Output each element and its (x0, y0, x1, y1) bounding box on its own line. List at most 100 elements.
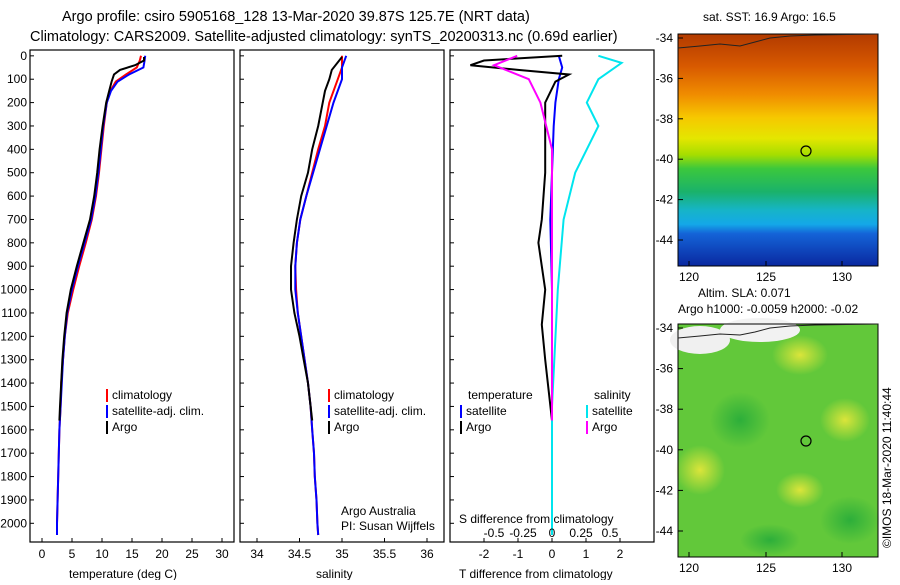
depth-tick-label: 1600 (0, 423, 27, 437)
temperature-xlabel: temperature (deg C) (69, 567, 177, 580)
legend-s-satellite: satellite (592, 404, 633, 418)
sal-x-tick-label: 36 (420, 547, 434, 561)
sst-map-title: sat. SST: 16.9 Argo: 16.5 (703, 10, 836, 24)
sla-high-anomaly (675, 445, 725, 495)
diff-s-tick-label: 0 (549, 526, 556, 540)
depth-tick-label: 100 (7, 72, 27, 86)
depth-tick-label: 1900 (0, 493, 27, 507)
legend-climatology: climatology (112, 388, 172, 402)
legend-swatch-satellite (106, 405, 108, 418)
credit-pi: PI: Susan Wijffels (341, 519, 435, 533)
sla-map: Altim. SLA: 0.071 Argo h1000: -0.0059 h2… (656, 286, 880, 575)
temperature-legend: climatology satellite-adj. clim. Argo (106, 388, 204, 434)
diff-x-tick-label: 1 (583, 547, 590, 561)
legend-swatch-s-argo (586, 421, 588, 434)
temp-x-tick-label: 20 (155, 547, 169, 561)
lon-label: 120 (679, 270, 699, 284)
lat-label: -36 (656, 362, 674, 376)
series-satellite-adj-clim- (56, 55, 147, 535)
lon-label: 125 (756, 561, 776, 575)
legend-satellite: satellite-adj. clim. (112, 404, 204, 418)
depth-tick-label: 900 (7, 259, 27, 273)
title-line-2: Climatology: CARS2009. Satellite-adjuste… (30, 29, 618, 45)
legend-t-satellite: satellite (466, 404, 507, 418)
temp-x-tick-label: 5 (69, 547, 76, 561)
series-salinity-satellite (551, 54, 624, 535)
imos-stamp: ©IMOS 18-Mar-2020 11:40:44 (880, 387, 894, 548)
series-satellite-adj-clim- (294, 55, 348, 536)
legend-swatch-t-argo (460, 421, 462, 434)
depth-tick-label: 1200 (0, 329, 27, 343)
sla-high-anomaly (820, 398, 870, 442)
temp-x-tick-label: 15 (125, 547, 139, 561)
difference-xlabel-bottom: T difference from climatology (459, 567, 613, 580)
sla-float-marker (800, 435, 812, 447)
lon-label: 130 (832, 270, 852, 284)
sal-x-tick-label: 35.5 (373, 547, 397, 561)
depth-tick-label: 1700 (0, 446, 27, 460)
difference-panel: -2 -1 0 1 2 T difference from climatology S … (449, 49, 655, 581)
legend-swatch-s-satellite (586, 405, 588, 418)
sla-title-2: Argo h1000: -0.0059 h2000: -0.02 (678, 302, 858, 316)
series-temperature-argo (470, 54, 573, 421)
legend-s-argo: Argo (592, 420, 618, 434)
sla-low-anomaly (710, 392, 770, 448)
temperature-axes-frame (29, 49, 235, 543)
diff-s-tick-label: -0.25 (509, 526, 537, 540)
salinity-axes-frame (239, 49, 445, 543)
sla-title-1: Altim. SLA: 0.071 (698, 286, 791, 300)
legend-swatch-climatology (328, 389, 330, 402)
credit-argo-australia: Argo Australia (341, 504, 416, 518)
lon-label: 125 (756, 270, 776, 284)
lat-label: -38 (656, 402, 674, 416)
depth-tick-label: 1500 (0, 399, 27, 413)
diff-x-tick-label: -2 (479, 547, 490, 561)
depth-tick-label: 300 (7, 119, 27, 133)
legend-argo: Argo (334, 420, 360, 434)
depth-tick-label: 500 (7, 166, 27, 180)
lat-label: -40 (656, 443, 674, 457)
depth-tick-label: 0 (20, 49, 27, 63)
diff-s-tick-label: 0.25 (569, 526, 593, 540)
temp-x-tick-label: 30 (215, 547, 229, 561)
depth-tick-label: 700 (7, 212, 27, 226)
salinity-panel: 34 34.5 35 35.5 36 salinity climatology sate… (239, 49, 445, 581)
depth-tick-label: 1800 (0, 470, 27, 484)
legend-satellite: satellite-adj. clim. (334, 404, 426, 418)
temp-x-tick-label: 25 (185, 547, 199, 561)
lat-label: -40 (656, 152, 674, 166)
lat-label: -42 (656, 483, 674, 497)
depth-tick-label: 1000 (0, 283, 27, 297)
difference-legend: temperature salinity satellite Argo sate… (460, 388, 633, 434)
series-argo (290, 56, 343, 421)
difference-xlabel-top: S difference from climatology (459, 512, 614, 526)
diff-x-tick-label: 2 (617, 547, 624, 561)
diff-x-tick-label: 0 (549, 547, 556, 561)
depth-tick-label: 400 (7, 142, 27, 156)
depth-tick-label: 2000 (0, 516, 27, 530)
lat-label: -42 (656, 193, 674, 207)
diff-x-tick-label: -1 (513, 547, 524, 561)
sal-x-tick-label: 34 (250, 547, 264, 561)
lat-label: -36 (656, 71, 674, 85)
temp-x-tick-label: 0 (39, 547, 46, 561)
salinity-legend: climatology satellite-adj. clim. Argo (328, 388, 426, 434)
lat-label: -34 (656, 321, 674, 335)
sal-x-tick-label: 34.5 (288, 547, 312, 561)
diff-s-tick-label: 0.5 (602, 526, 619, 540)
legend-swatch-climatology (106, 389, 108, 402)
depth-tick-label: 1100 (1, 306, 27, 320)
depth-tick-label: 600 (7, 189, 27, 203)
lat-label: -44 (656, 233, 674, 247)
depth-tick-label: 1400 (0, 376, 27, 390)
legend-temperature-title: temperature (468, 388, 533, 402)
salinity-xlabel: salinity (316, 567, 353, 580)
legend-swatch-satellite (328, 405, 330, 418)
depth-tick-label: 200 (7, 96, 27, 110)
legend-swatch-argo (106, 421, 108, 434)
sla-coastline (677, 323, 879, 339)
sst-field (677, 33, 879, 267)
title-line-1: Argo profile: csiro 5905168_128 13-Mar-2… (62, 9, 530, 25)
sst-float-marker (800, 145, 812, 157)
